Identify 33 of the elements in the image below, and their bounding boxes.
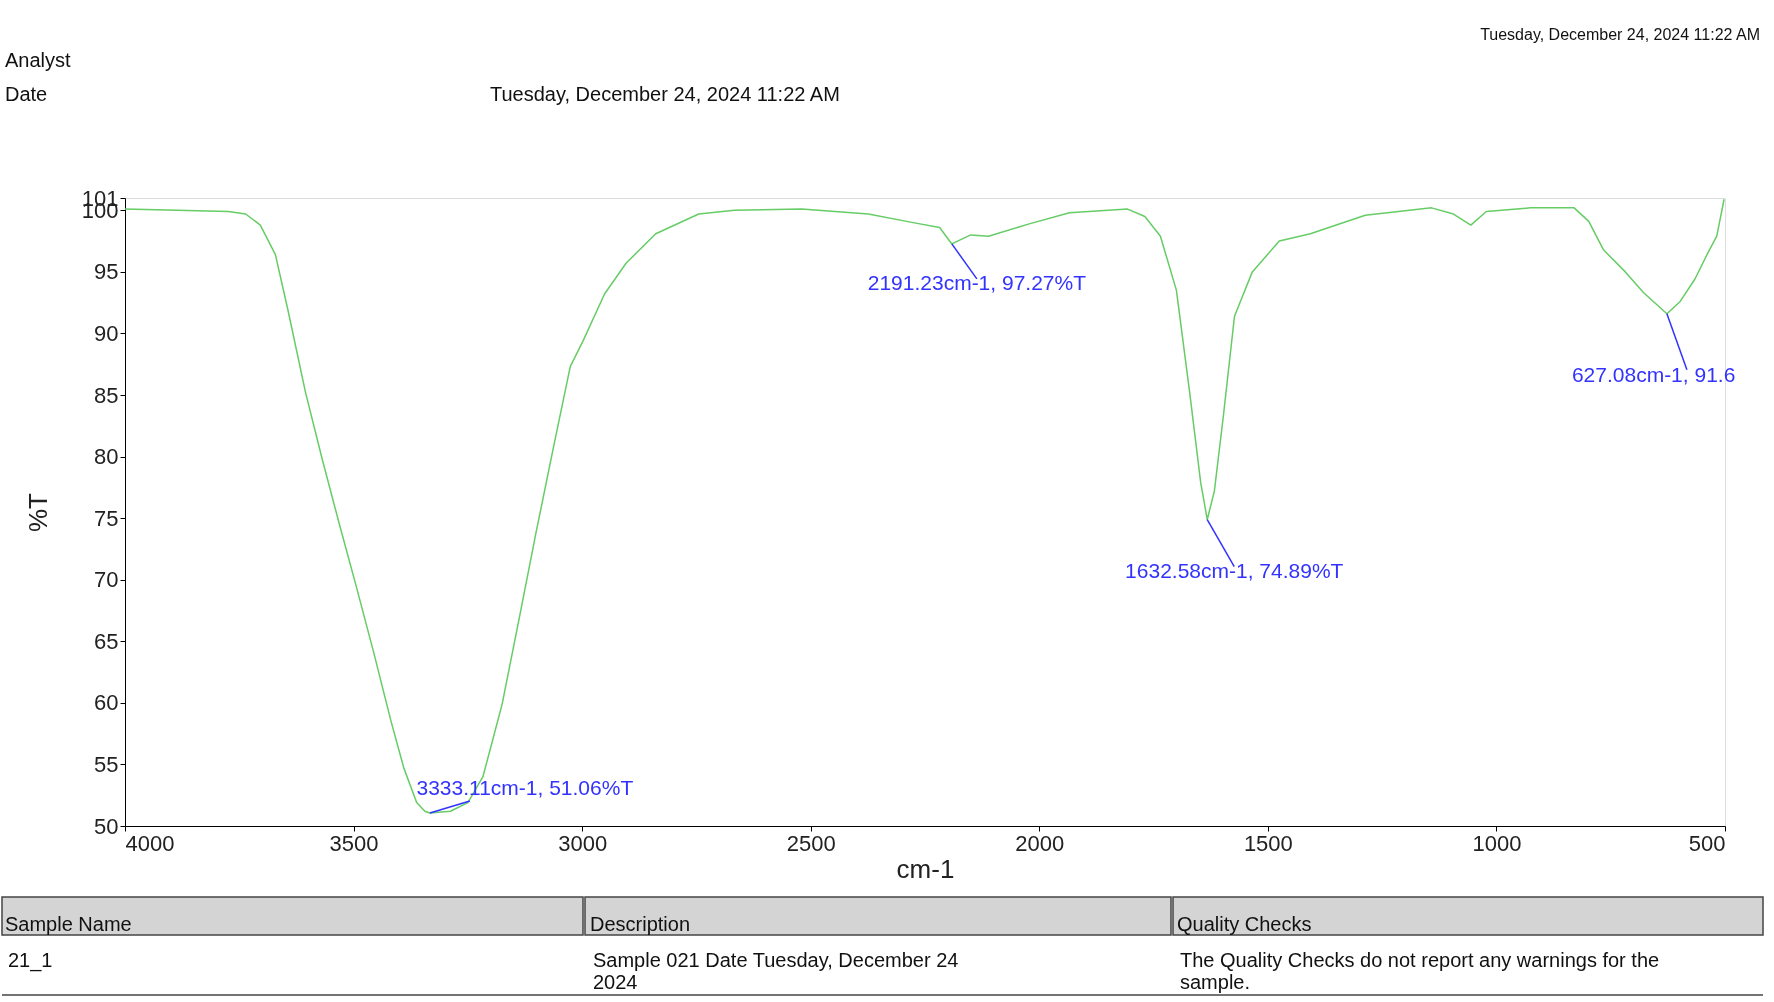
- y-tick-label: 50: [94, 813, 119, 839]
- x-tick-label: 1500: [1243, 830, 1293, 856]
- annotation: 1632.58cm-1, 74.89%T: [1125, 558, 1344, 582]
- x-tick-label: 2000: [1015, 830, 1065, 856]
- x-axis-title: cm-1: [896, 853, 955, 884]
- text: Tuesday, December 24, 2024 11:22 AM: [490, 83, 840, 105]
- y-tick-label: 60: [94, 690, 119, 716]
- y-tick-label: 90: [94, 320, 119, 346]
- x-tick-label: 500: [1688, 830, 1726, 856]
- text: Sample Name: [5, 913, 132, 935]
- y-tick-label: 70: [94, 567, 119, 593]
- y-tick-label: 80: [94, 444, 119, 470]
- x-tick-label: 4000: [125, 830, 175, 856]
- y-tick-label: 85: [94, 382, 119, 408]
- text: Quality Checks: [1177, 913, 1312, 935]
- y-tick-label: 95: [94, 259, 119, 285]
- y-tick-label: 65: [94, 628, 119, 654]
- x-tick-label: 1000: [1472, 830, 1522, 856]
- text: Analyst: [5, 49, 72, 71]
- x-tick-label: 3000: [558, 830, 608, 856]
- text: The Quality Checks do not report any warnings for the sample.: [1180, 949, 1660, 993]
- y-axis-title: %T: [22, 492, 53, 532]
- annotation: 2191.23cm-1, 97.27%T: [867, 270, 1087, 294]
- x-tick-label: 2500: [786, 830, 836, 856]
- text: 21_1: [8, 949, 53, 972]
- y-tick-label: 75: [94, 505, 119, 531]
- text: Sample 021 Date Tuesday, December 24 2024: [593, 949, 959, 993]
- x-tick-label: 3500: [329, 830, 379, 856]
- text: Description: [590, 913, 691, 935]
- text: Tuesday, December 24, 2024 11:22 AM: [1480, 26, 1760, 43]
- text: Date: [5, 83, 48, 105]
- annotation: 627.08cm-1, 91.6: [1571, 362, 1736, 386]
- y-tick-label: 55: [94, 751, 119, 777]
